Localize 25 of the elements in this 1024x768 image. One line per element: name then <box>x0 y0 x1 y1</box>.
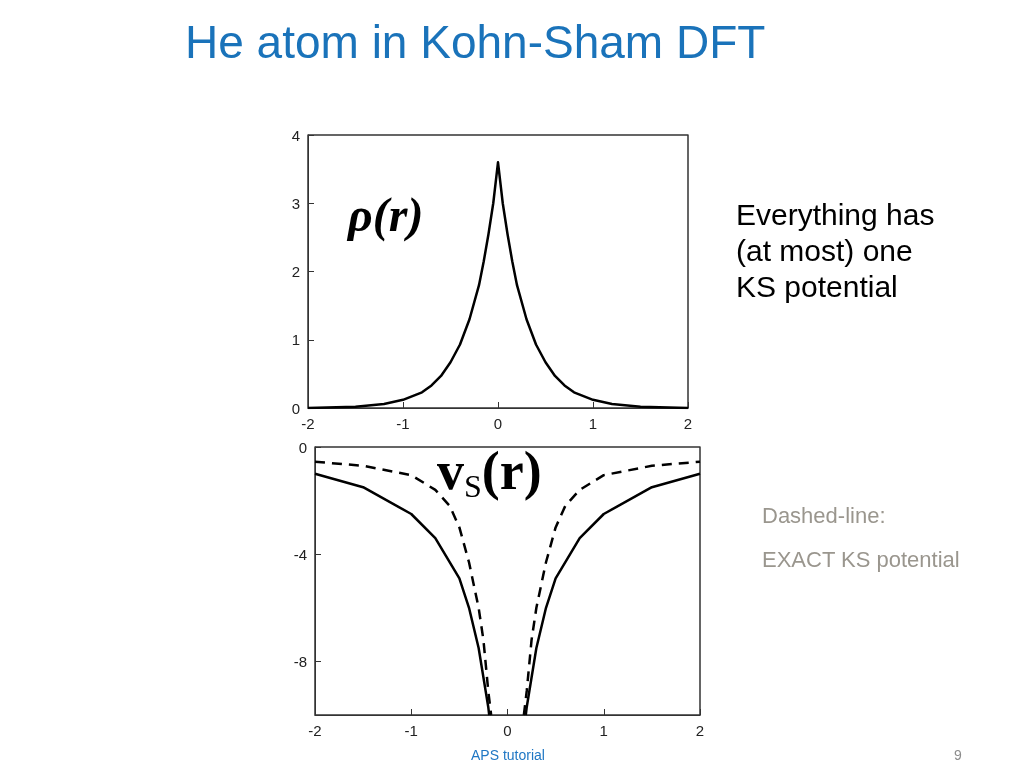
x-tick-label: 0 <box>503 722 512 739</box>
y-tick-label: 4 <box>291 126 300 144</box>
y-tick-label: -4 <box>293 545 307 563</box>
y-tick-label: 1 <box>291 331 300 349</box>
x-tick-label: -1 <box>404 722 418 739</box>
text: APS tutorial <box>471 747 545 763</box>
y-tick-label: 2 <box>291 263 300 280</box>
x-tick-label: 1 <box>588 415 598 432</box>
annotation: ρ(r) <box>346 187 424 242</box>
x-tick-label: 0 <box>493 415 503 432</box>
x-tick-label: -2 <box>308 722 322 739</box>
text: Dashed-line: <box>762 502 886 528</box>
x-tick-label: -1 <box>396 415 410 432</box>
y-tick-label: 3 <box>291 194 300 212</box>
y-tick-label: 0 <box>298 438 307 456</box>
text: EXACT KS potential <box>762 546 960 572</box>
y-tick-label: 0 <box>291 399 300 417</box>
text: 9 <box>954 747 962 763</box>
y-tick-label: -8 <box>293 652 307 670</box>
x-tick-label: 2 <box>695 722 705 739</box>
text: Everything has (at most) one KS potential <box>736 197 943 303</box>
x-tick-label: -2 <box>301 415 315 432</box>
chart-title: He atom in Kohn-Sham DFT <box>185 16 766 68</box>
x-tick-label: 1 <box>599 722 608 739</box>
x-tick-label: 2 <box>683 415 693 432</box>
